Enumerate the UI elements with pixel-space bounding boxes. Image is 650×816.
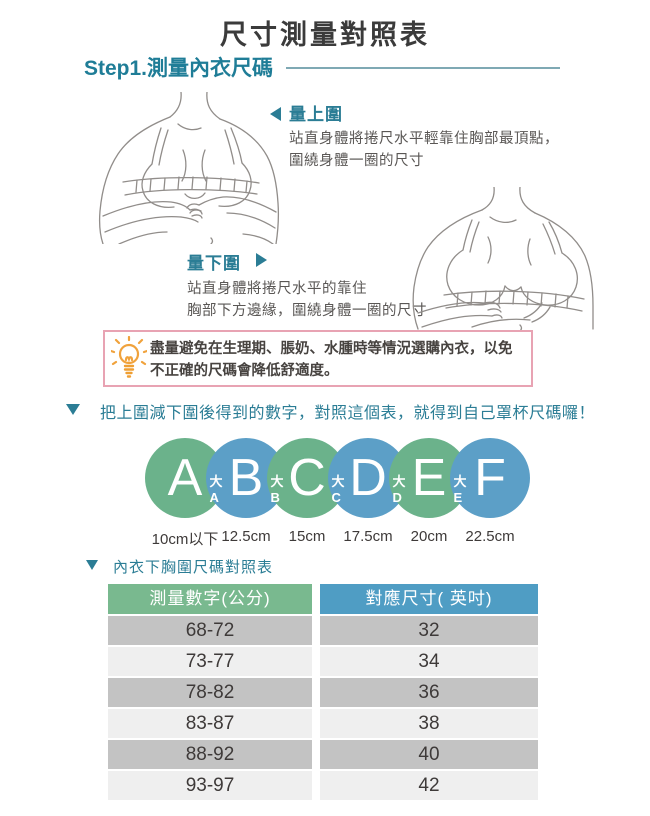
upper-section-marker-icon: [270, 107, 281, 121]
measure-upper-desc-line1: 站直身體將捲尺水平輕靠住胸部最頂點，: [289, 131, 559, 147]
table-cell: 83-87: [108, 709, 312, 738]
cup-measurement: 17.5cm: [343, 528, 393, 545]
measure-upper-desc: 站直身體將捲尺水平輕靠住胸部最頂點， 圍繞身體一圈的尺寸: [289, 128, 559, 172]
measure-upper-desc-line2: 圍繞身體一圈的尺寸: [289, 153, 424, 169]
cup-between-label: 大E: [453, 474, 467, 505]
band-size-table: 測量數字(公分) 對應尺寸( 英吋) 68-72 32 73-77 34 78-…: [108, 584, 538, 800]
under-bust-illustration: [400, 187, 625, 331]
cup-measurement: 12.5cm: [221, 528, 271, 545]
cup-letter: D: [349, 449, 387, 507]
step1-heading: Step1.測量內衣尺碼: [84, 57, 274, 80]
cup-measurement: 20cm: [410, 528, 448, 545]
upper-bust-illustration: [95, 92, 285, 244]
cup-circle-e: E: [389, 438, 469, 518]
measure-lower-label: 量下圍: [187, 254, 241, 273]
table-cell: 36: [320, 678, 538, 707]
cup-note: 把上圍減下圍後得到的數字，對照這個表，就得到自己罩杯尺碼囉！: [100, 405, 596, 422]
lightbulb-icon: [111, 336, 147, 382]
cup-letter: A: [167, 449, 203, 507]
cup-measurement: 22.5cm: [465, 528, 515, 545]
measure-lower-desc-line1: 站直身體將捲尺水平的靠住: [187, 281, 367, 297]
cup-circle-f: F: [450, 438, 530, 518]
table-cell: 40: [320, 740, 538, 769]
cup-letter: F: [474, 449, 506, 507]
table-cell: 73-77: [108, 647, 312, 676]
cup-letter: B: [228, 449, 264, 507]
measure-lower-desc-line2: 胸部下方邊緣，圍繞身體一圈的尺寸: [187, 303, 427, 319]
table-cell: 93-97: [108, 771, 312, 800]
table-note-marker-icon: [86, 560, 98, 570]
cup-letter: C: [288, 449, 326, 507]
heading-divider: [286, 67, 560, 69]
lower-section-marker-icon: [256, 253, 267, 267]
cup-measurement: 15cm: [288, 528, 326, 545]
cup-note-marker-icon: [66, 404, 80, 415]
cup-circle-c: C: [267, 438, 347, 518]
tip-text-line1: 盡量避免在生理期、脹奶、水腫時等情況選購內衣，以免: [150, 341, 513, 357]
cup-between-label: 大C: [331, 474, 345, 505]
measure-upper-label: 量上圍: [289, 105, 343, 124]
page-title: 尺寸測量對照表: [220, 20, 430, 50]
tip-text: 盡量避免在生理期、脹奶、水腫時等情況選購內衣，以免 不正確的尺碼會降低舒適度。: [150, 338, 513, 382]
tip-box: 盡量避免在生理期、脹奶、水腫時等情況選購內衣，以免 不正確的尺碼會降低舒適度。: [103, 330, 533, 387]
cup-between-label: 大A: [209, 474, 223, 505]
table-cell: 78-82: [108, 678, 312, 707]
cup-between-label: 大B: [270, 474, 284, 505]
band-table-note: 內衣下胸圍尺碼對照表: [113, 559, 274, 576]
table-cell: 32: [320, 616, 538, 645]
table-cell: 88-92: [108, 740, 312, 769]
cup-measurement: 10cm以下: [151, 531, 219, 548]
table-cell: 38: [320, 709, 538, 738]
cup-between-label: 大D: [392, 474, 406, 505]
measure-lower-desc: 站直身體將捲尺水平的靠住 胸部下方邊緣，圍繞身體一圈的尺寸: [187, 278, 427, 322]
cup-letter: E: [411, 449, 447, 507]
tip-text-line2: 不正確的尺碼會降低舒適度。: [150, 363, 339, 379]
table-cell: 42: [320, 771, 538, 800]
table-cell: 34: [320, 647, 538, 676]
table-header-cm: 測量數字(公分): [108, 584, 312, 614]
table-header-inch: 對應尺寸( 英吋): [320, 584, 538, 614]
table-cell: 68-72: [108, 616, 312, 645]
